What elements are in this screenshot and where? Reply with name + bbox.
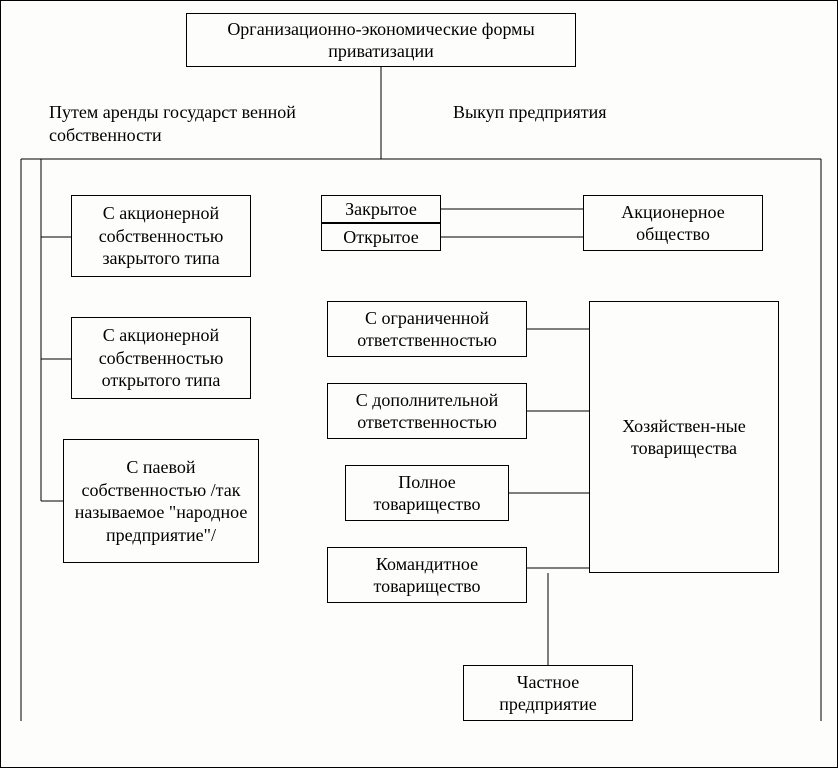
- node-partnership-kommandit: Командитное товарищество: [327, 547, 527, 603]
- branch-label-right-text: Выкуп предприятия: [453, 102, 607, 122]
- node-js-parent: Акционерное общество: [583, 195, 763, 251]
- node-js-closed: Закрытое: [321, 195, 441, 223]
- node-private: Частное предприятие: [463, 665, 633, 721]
- node-partnership-limited: С ограниченной ответственностью: [327, 301, 527, 357]
- diagram-canvas: Организационно-экономические формы прива…: [0, 0, 838, 768]
- node-root: Организационно-экономические формы прива…: [186, 13, 576, 67]
- node-closed-shares: С акционерной собственностью закрытого т…: [71, 195, 251, 277]
- node-partnership-full: Полное товарищество: [345, 465, 509, 521]
- branch-label-left: Путем аренды государст венной собственно…: [49, 101, 349, 146]
- node-partnerships-parent: Хозяйствен-ные товарищества: [589, 301, 779, 573]
- node-partnership-full-text: Полное товарищество: [352, 471, 502, 516]
- node-partnership-additional: С дополнительной ответственностью: [327, 383, 527, 439]
- node-partnership-additional-text: С дополнительной ответственностью: [334, 389, 520, 434]
- branch-label-right: Выкуп предприятия: [453, 101, 713, 124]
- node-js-open: Открытое: [321, 223, 441, 251]
- node-open-shares: С акционерной собственностью открытого т…: [71, 317, 251, 399]
- node-closed-shares-text: С акционерной собственностью закрытого т…: [78, 202, 244, 270]
- node-js-open-text: Открытое: [343, 226, 419, 249]
- node-partnership-limited-text: С ограниченной ответственностью: [334, 307, 520, 352]
- node-partnership-kommandit-text: Командитное товарищество: [334, 553, 520, 598]
- branch-label-left-text: Путем аренды государст венной собственно…: [49, 102, 296, 145]
- node-share-equity-text: С паевой собственностью /так называемое …: [70, 456, 252, 546]
- node-root-text: Организационно-экономические формы прива…: [193, 18, 569, 63]
- node-partnerships-parent-text: Хозяйствен-ные товарищества: [596, 415, 772, 460]
- node-share-equity: С паевой собственностью /так называемое …: [63, 439, 259, 563]
- node-js-closed-text: Закрытое: [345, 198, 417, 221]
- node-open-shares-text: С акционерной собственностью открытого т…: [78, 324, 244, 392]
- node-private-text: Частное предприятие: [470, 671, 626, 716]
- node-js-parent-text: Акционерное общество: [590, 201, 756, 246]
